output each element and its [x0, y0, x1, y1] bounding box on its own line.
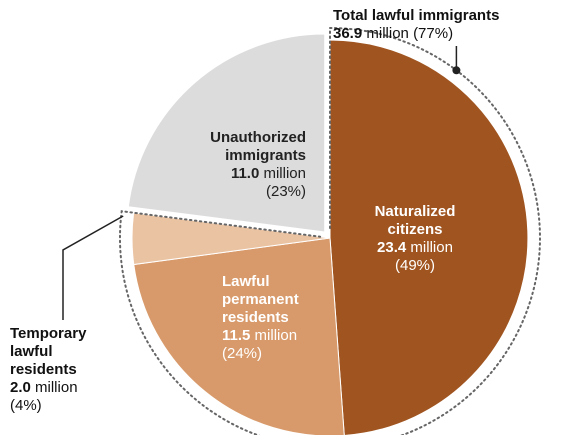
total-lawful-label: Total lawful immigrants 36.9 million (77%…: [333, 7, 499, 42]
naturalized-citizens-label: Naturalized citizens 23.4 million (49%): [375, 203, 456, 274]
temporary-residents-label: Temporary lawful residents 2.0 million (4%): [10, 325, 87, 414]
unauthorized-label: Unauthorized immigrants 11.0 million (23%): [210, 129, 306, 200]
temporary-leader: [62, 215, 124, 320]
pie-slice: [127, 33, 326, 233]
pie-slice: [329, 39, 529, 435]
pie-slice: [131, 212, 331, 266]
lawful-permanent-label: Lawful permanent residents 11.5 million (24%…: [222, 273, 299, 362]
